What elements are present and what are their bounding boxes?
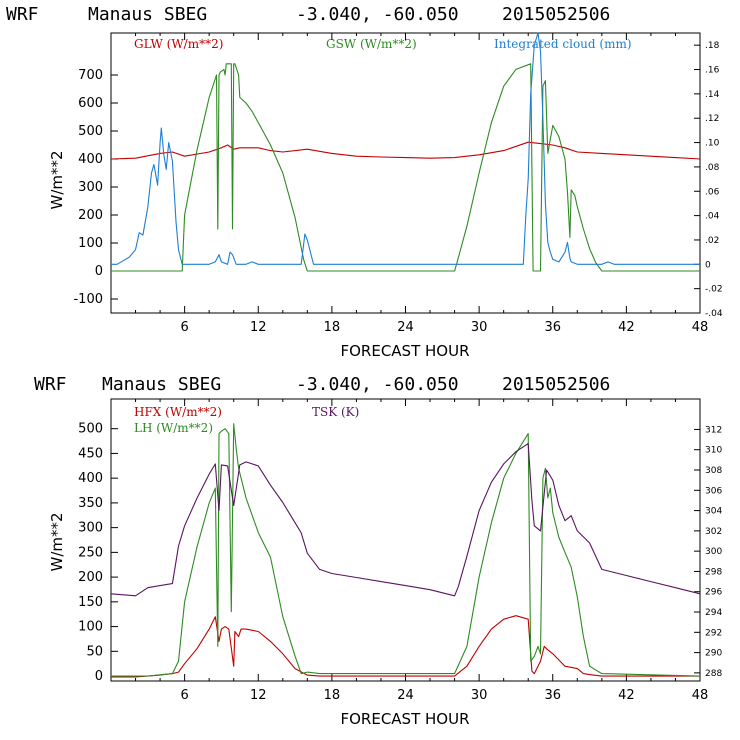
y2-tick-label: .12 [705,114,719,124]
y2-tick-label: .04 [705,212,720,222]
y2-tick-label: 288 [705,669,722,679]
series-line-bottom-1 [111,423,701,677]
axes-bottom: 6 12 18 24 30 36 42 48 0 50 100 150 200 250 300 350 400 4… [78,399,722,703]
y-tick-label: 500 [78,422,103,437]
legend-tsk: TSK (K) [312,405,359,419]
x-tick-label: 6 [180,688,188,703]
legend-hfx: HFX (W/m**2) [134,405,222,419]
y-tick-label: 0 [95,669,103,684]
series-line-top-2 [111,32,700,265]
series-line-bottom-0 [111,615,700,678]
y-tick-label: 250 [78,545,103,560]
y-tick-label: 450 [78,446,103,461]
x-axis-label-bottom: FORECAST HOUR [340,710,469,728]
x-tick-label: 24 [397,688,414,703]
y2-tick-label: 290 [705,649,722,659]
legend-gsw: GSW (W/m**2) [326,37,417,51]
y-tick-label: 500 [78,124,103,139]
series-line-top-1 [111,63,700,272]
axes-top: 6 12 18 24 30 36 42 48 -100 0 100 200 300 400 500 600 70… [73,33,723,335]
y2-tick-label: .16 [705,66,720,76]
x-tick-label: 36 [544,688,561,703]
legend-lh: LH (W/m**2) [134,421,213,435]
y2-tick-label: 310 [705,446,722,456]
y-tick-label: 700 [78,68,103,83]
y2-tick-label: .08 [705,163,720,173]
y-tick-label: 300 [78,521,103,536]
x-tick-label: 18 [324,320,341,335]
y-tick-label: 200 [78,570,103,585]
x-tick-label: 12 [250,320,267,335]
y2-tick-label: 298 [705,567,722,577]
y-tick-label: 0 [95,264,103,279]
y2-tick-label: .06 [705,187,720,197]
header-coords-bottom: -3.040, -60.050 [296,374,459,395]
header-model-bottom: WRF [34,374,67,395]
y2-tick-label: 296 [705,588,722,598]
y2-tick-label: -.02 [705,285,723,295]
x-tick-label: 30 [471,688,488,703]
x-tick-label: 42 [618,320,635,335]
header-station-bottom: Manaus SBEG [102,374,221,395]
y-tick-label: 300 [78,180,103,195]
y-tick-label: 50 [86,644,103,659]
series-lines-top [110,32,701,272]
x-tick-label: 24 [397,320,414,335]
y2-tick-label: 302 [705,527,722,537]
y-tick-label: 400 [78,152,103,167]
x-tick-label: 18 [324,688,341,703]
legend-cloud: Integrated cloud (mm) [494,37,632,51]
y-axis-label-bottom: W/m**2 [48,512,66,571]
header-station-top: Manaus SBEG [88,4,207,25]
y2-tick-label: .02 [705,236,719,246]
y-axis-label-top: W/m**2 [48,150,66,209]
x-tick-label: 12 [250,688,267,703]
series-line-bottom-2 [110,443,701,597]
series-lines-bottom [110,423,701,678]
y-tick-label: -100 [73,292,103,307]
y2-tick-label: 304 [705,507,722,517]
y2-tick-label: 300 [705,547,722,557]
y2-tick-label: 308 [705,466,722,476]
y2-tick-label: 312 [705,425,722,435]
y2-tick-label: 294 [705,608,722,618]
header-date-bottom: 2015052506 [502,374,610,395]
y-tick-label: 100 [78,236,103,251]
y-tick-label: 600 [78,96,103,111]
header-date-top: 2015052506 [502,4,610,25]
x-tick-label: 30 [471,320,488,335]
y-tick-label: 100 [78,620,103,635]
header-model-top: WRF [6,4,39,25]
x-tick-label: 48 [692,320,709,335]
y-tick-label: 400 [78,471,103,486]
x-tick-label: 36 [544,320,561,335]
series-line-top-0 [110,141,701,160]
y2-tick-label: 0 [705,260,711,270]
x-tick-label: 6 [180,320,188,335]
legend-glw: GLW (W/m**2) [134,37,223,51]
y-tick-label: 200 [78,208,103,223]
y2-tick-label: .10 [705,139,720,149]
y2-tick-label: .14 [705,90,720,100]
y2-tick-label: -.04 [705,309,723,319]
x-axis-label-top: FORECAST HOUR [340,342,469,360]
y2-tick-label: 292 [705,628,722,638]
x-tick-label: 48 [692,688,709,703]
header-coords-top: -3.040, -60.050 [296,4,459,25]
y-tick-label: 150 [78,595,103,610]
x-tick-label: 42 [618,688,635,703]
y2-tick-label: 306 [705,486,722,496]
y-tick-label: 350 [78,496,103,511]
y2-tick-label: .18 [705,41,720,51]
